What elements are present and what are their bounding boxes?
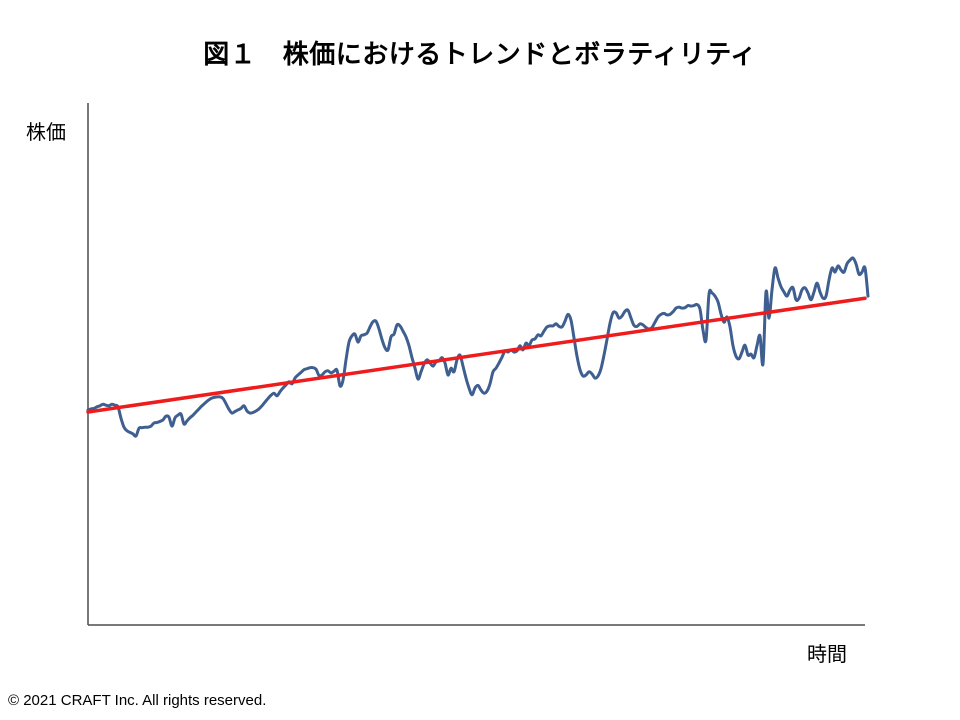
chart-title: 図１ 株価におけるトレンドとボラティリティ	[203, 39, 757, 69]
copyright-footer: © 2021 CRAFT Inc. All rights reserved.	[8, 692, 267, 709]
y-axis-label: 株価	[26, 122, 66, 144]
x-axis-label: 時間	[807, 644, 847, 666]
price-series-line	[86, 256, 870, 438]
trend-line	[86, 296, 867, 414]
series-layer	[86, 256, 870, 438]
